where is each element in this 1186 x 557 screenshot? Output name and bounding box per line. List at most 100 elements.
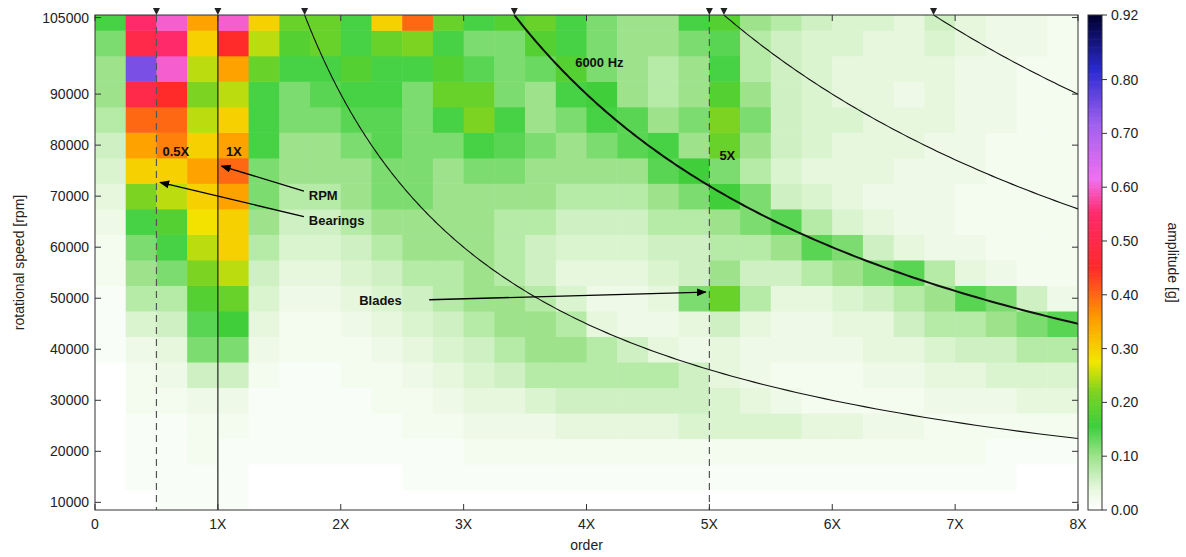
heat-cell xyxy=(279,311,310,337)
y-tick xyxy=(95,451,101,452)
heat-cell xyxy=(802,81,833,107)
heat-cell xyxy=(986,464,1017,490)
heat-cell xyxy=(218,413,249,439)
heat-cell xyxy=(648,234,679,260)
heat-cell xyxy=(494,260,525,286)
colorbar-tick xyxy=(1102,456,1107,457)
heat-cell xyxy=(402,413,433,439)
heat-cell xyxy=(740,81,771,107)
heat-cell xyxy=(802,107,833,133)
colorbar-tick xyxy=(1102,15,1107,16)
heat-cell xyxy=(95,388,126,414)
top-marker xyxy=(706,8,713,15)
heat-cell xyxy=(218,209,249,235)
annotation-arrow xyxy=(160,182,304,216)
heat-cell xyxy=(1047,132,1078,158)
heat-cell xyxy=(556,336,587,362)
heat-cell xyxy=(832,311,863,337)
heat-cell xyxy=(832,234,863,260)
x-tick xyxy=(340,504,341,510)
heat-cell xyxy=(525,439,556,465)
heat-cell xyxy=(1047,209,1078,235)
heat-cell xyxy=(464,260,495,286)
heat-cell xyxy=(863,107,894,133)
heat-cell xyxy=(494,388,525,414)
heat-cell xyxy=(924,490,955,510)
heat-cell xyxy=(433,183,464,209)
frequency-line xyxy=(305,15,1078,510)
heat-cell xyxy=(955,209,986,235)
heat-cell xyxy=(95,81,126,107)
heat-cell xyxy=(402,362,433,388)
heat-cell xyxy=(310,464,341,490)
heat-cell xyxy=(494,285,525,311)
heat-cell xyxy=(187,336,218,362)
colorbar-tick-label: 0.00 xyxy=(1111,502,1138,518)
heat-cell xyxy=(709,234,740,260)
heat-cell xyxy=(1017,107,1048,133)
heat-cell xyxy=(617,234,648,260)
heat-cell xyxy=(556,285,587,311)
heat-cell xyxy=(494,158,525,184)
heat-cell xyxy=(95,15,126,31)
heat-cell xyxy=(986,107,1017,133)
heat-cell xyxy=(955,56,986,82)
heat-cell xyxy=(279,183,310,209)
heat-cell xyxy=(832,15,863,31)
heat-cell xyxy=(341,311,372,337)
heat-cell xyxy=(341,413,372,439)
colorbar-tick-label: 0.50 xyxy=(1111,233,1138,249)
heat-cell xyxy=(587,362,618,388)
heat-cell xyxy=(433,362,464,388)
heat-cell xyxy=(156,490,187,510)
heat-cell xyxy=(617,132,648,158)
heat-cell xyxy=(464,107,495,133)
colorbar-tick-label: 0.80 xyxy=(1111,72,1138,88)
top-marker xyxy=(720,8,727,15)
heat-cell xyxy=(1017,285,1048,311)
heat-cell xyxy=(986,209,1017,235)
heat-cell xyxy=(863,30,894,56)
heat-cell xyxy=(709,336,740,362)
heat-cell xyxy=(525,362,556,388)
heat-cell xyxy=(126,107,157,133)
heat-cell xyxy=(433,132,464,158)
heat-cell xyxy=(371,336,402,362)
x-tick xyxy=(463,504,464,510)
heat-cell xyxy=(341,183,372,209)
heat-cell xyxy=(955,132,986,158)
heat-cell xyxy=(863,464,894,490)
heat-cell xyxy=(648,439,679,465)
heat-cell xyxy=(1017,56,1048,82)
heat-cell xyxy=(986,183,1017,209)
heat-cell xyxy=(617,285,648,311)
heat-cell xyxy=(556,209,587,235)
heat-cell xyxy=(894,311,925,337)
heat-cell xyxy=(863,183,894,209)
heat-cell xyxy=(279,209,310,235)
heat-cell xyxy=(986,15,1017,31)
heat-cell xyxy=(525,413,556,439)
order-line-label: 1X xyxy=(226,144,242,159)
heat-cell xyxy=(464,158,495,184)
heat-cell xyxy=(709,413,740,439)
heat-cell xyxy=(740,439,771,465)
heat-cell xyxy=(310,439,341,465)
heat-cell xyxy=(371,30,402,56)
heat-cell xyxy=(402,234,433,260)
heat-cell xyxy=(802,413,833,439)
heat-cell xyxy=(218,234,249,260)
heat-cell xyxy=(402,107,433,133)
x-tick-label: 5X xyxy=(701,516,719,532)
top-marker xyxy=(214,8,221,15)
heat-cell xyxy=(126,260,157,286)
colorbar: 0.000.100.200.300.400.500.600.700.800.92… xyxy=(1088,7,1181,518)
heat-cell xyxy=(187,439,218,465)
heat-cell xyxy=(679,132,710,158)
heat-cell xyxy=(617,30,648,56)
heat-cell xyxy=(924,81,955,107)
heat-cell xyxy=(863,81,894,107)
heat-cell xyxy=(832,107,863,133)
heat-cell xyxy=(494,30,525,56)
heat-cell xyxy=(433,56,464,82)
